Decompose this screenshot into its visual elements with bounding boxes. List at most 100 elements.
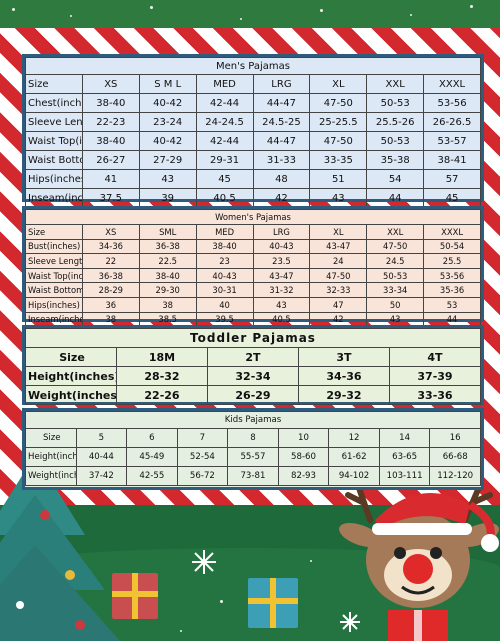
table-cell: LRG [252,224,311,240]
table-cell: 6 [126,428,178,448]
kids-pajamas-panel: Kids Pajamas Size567810121416Height(inch… [22,408,484,490]
table-cell: 25.5-26 [366,112,425,132]
table-cell: 37.5 [81,188,140,208]
table-cell: 5 [75,428,128,448]
table-cell: 22-26 [116,385,208,405]
table-cell: SML [138,224,197,240]
table-cell: 44-47 [252,131,311,151]
table-cell: 51 [309,169,368,189]
table-cell: 47 [309,296,368,313]
table-cell: 61-62 [328,447,380,467]
table-cell: XS [81,74,140,94]
table-cell: 36-38 [81,267,140,284]
table-cell: 36 [81,296,140,313]
table-header-row: Size XS SML MED LRG XL XXL XXXL [25,224,481,240]
row-label: Waist Bottom(inches) [25,282,83,298]
table-cell: 31-32 [252,282,311,298]
table-cell: 53-56 [423,93,481,113]
row-label: Waist Bottom(inches) [25,150,83,170]
row-label: Weight(inches) [25,385,117,405]
table-cell: XL [309,224,368,240]
table-cell: 26-27 [81,150,140,170]
table-row: Hips(inches) 36 38 40 43 47 50 53 [25,296,481,313]
table-header-row: Size 5 6 7 8 10 12 14 16 [25,428,481,448]
table-cell: 43 [309,188,368,208]
table-cell: 18M [116,347,208,367]
table-cell: 31-33 [252,150,311,170]
table-cell: 34-36 [298,366,390,386]
table-cell: 25.5 [423,253,481,269]
row-label: Height(inches) [25,447,77,467]
table-cell: 112-120 [429,466,481,486]
kids-size-table: Kids Pajamas Size567810121416Height(inch… [25,411,481,486]
christmas-tree-icon [0,455,120,641]
row-label: Sleeve Length(inches) [25,253,83,269]
table-cell: 7 [176,428,229,448]
table-cell: 40-44 [75,447,128,467]
table-cell: 24.5 [366,253,425,269]
table-row: Waist Bottom(inches)28-2929-3030-3131-32… [25,282,481,298]
table-cell: S M L [138,74,197,94]
table-cell: 36-38 [138,238,197,255]
table-row: Weight(inches)37-4242-5556-7273-8182-939… [25,466,481,486]
table-cell: 35-36 [423,282,481,298]
table-row: Height(inches) 28-32 32-34 34-36 37-39 [25,366,481,386]
table-cell: 47-50 [309,267,368,284]
table-cell: XS [81,224,140,240]
table-cell: 50-53 [366,267,425,284]
table-header-row: Size XS S M L MED LRG XL XXL XXXL [25,74,481,94]
row-label: Waist Top(inches) [25,131,83,151]
table-cell: 42 [252,188,311,208]
table-cell: 73-81 [227,466,279,486]
row-label: Size [25,428,77,448]
table-cell: 50-54 [423,238,481,255]
row-label: Inseam(inches) [25,188,83,208]
table-cell: 47-50 [309,131,368,151]
table-cell: 38-40 [138,267,197,284]
table-cell: 42-44 [195,131,254,151]
table-cell: 56-72 [176,466,229,486]
table-cell: 38-40 [81,131,140,151]
table-cell: 14 [378,428,431,448]
table-cell: 23-24 [138,112,197,132]
table-cell: XXL [366,224,425,240]
womens-title: Women's Pajamas [25,209,481,225]
toddler-pajamas-panel: Toddler Pajamas Size 18M 2T 3T 4T Height(inch… [22,325,484,405]
womens-pajamas-panel: Women's Pajamas Size XS SML MED LRG XL XXL XXXL… [22,206,484,328]
table-cell: 45 [195,169,254,189]
table-row: Chest(inches)38-4040-4242-4444-4747-5050… [25,93,481,113]
table-cell: 48 [252,169,311,189]
table-cell: 47-50 [309,93,368,113]
table-cell: LRG [252,74,311,94]
row-label: Chest(inches) [25,93,83,113]
reindeer-icon [339,470,499,641]
row-label: Weight(inches) [25,466,77,486]
table-cell: 41 [81,169,140,189]
table-cell: 26-29 [207,385,299,405]
table-cell: 32-33 [309,282,368,298]
table-cell: 28-32 [116,366,208,386]
row-label: Hips(inches) [25,296,83,313]
table-cell: 33-36 [389,385,481,405]
table-cell: 8 [227,428,279,448]
table-cell: 53-56 [423,267,481,284]
table-cell: 57 [423,169,481,189]
row-label: Size [25,74,83,94]
table-cell: 40-43 [252,238,311,255]
table-cell: 58-60 [277,447,330,467]
table-cell: 54 [366,169,425,189]
table-cell: 22-23 [81,112,140,132]
table-cell: 27-29 [138,150,197,170]
table-cell: 40.5 [195,188,254,208]
table-cell: 50-53 [366,131,425,151]
table-cell: 43 [138,169,197,189]
table-cell: 38-40 [81,93,140,113]
mens-pajamas-panel: Men's Pajamas Size XS S M L MED LRG XL XXL XXXL… [22,54,484,208]
table-cell: 24.5-25 [252,112,311,132]
toddler-title: Toddler Pajamas [25,328,481,348]
table-cell: 53-57 [423,131,481,151]
table-cell: 37-42 [75,466,128,486]
table-cell: 34-36 [81,238,140,255]
